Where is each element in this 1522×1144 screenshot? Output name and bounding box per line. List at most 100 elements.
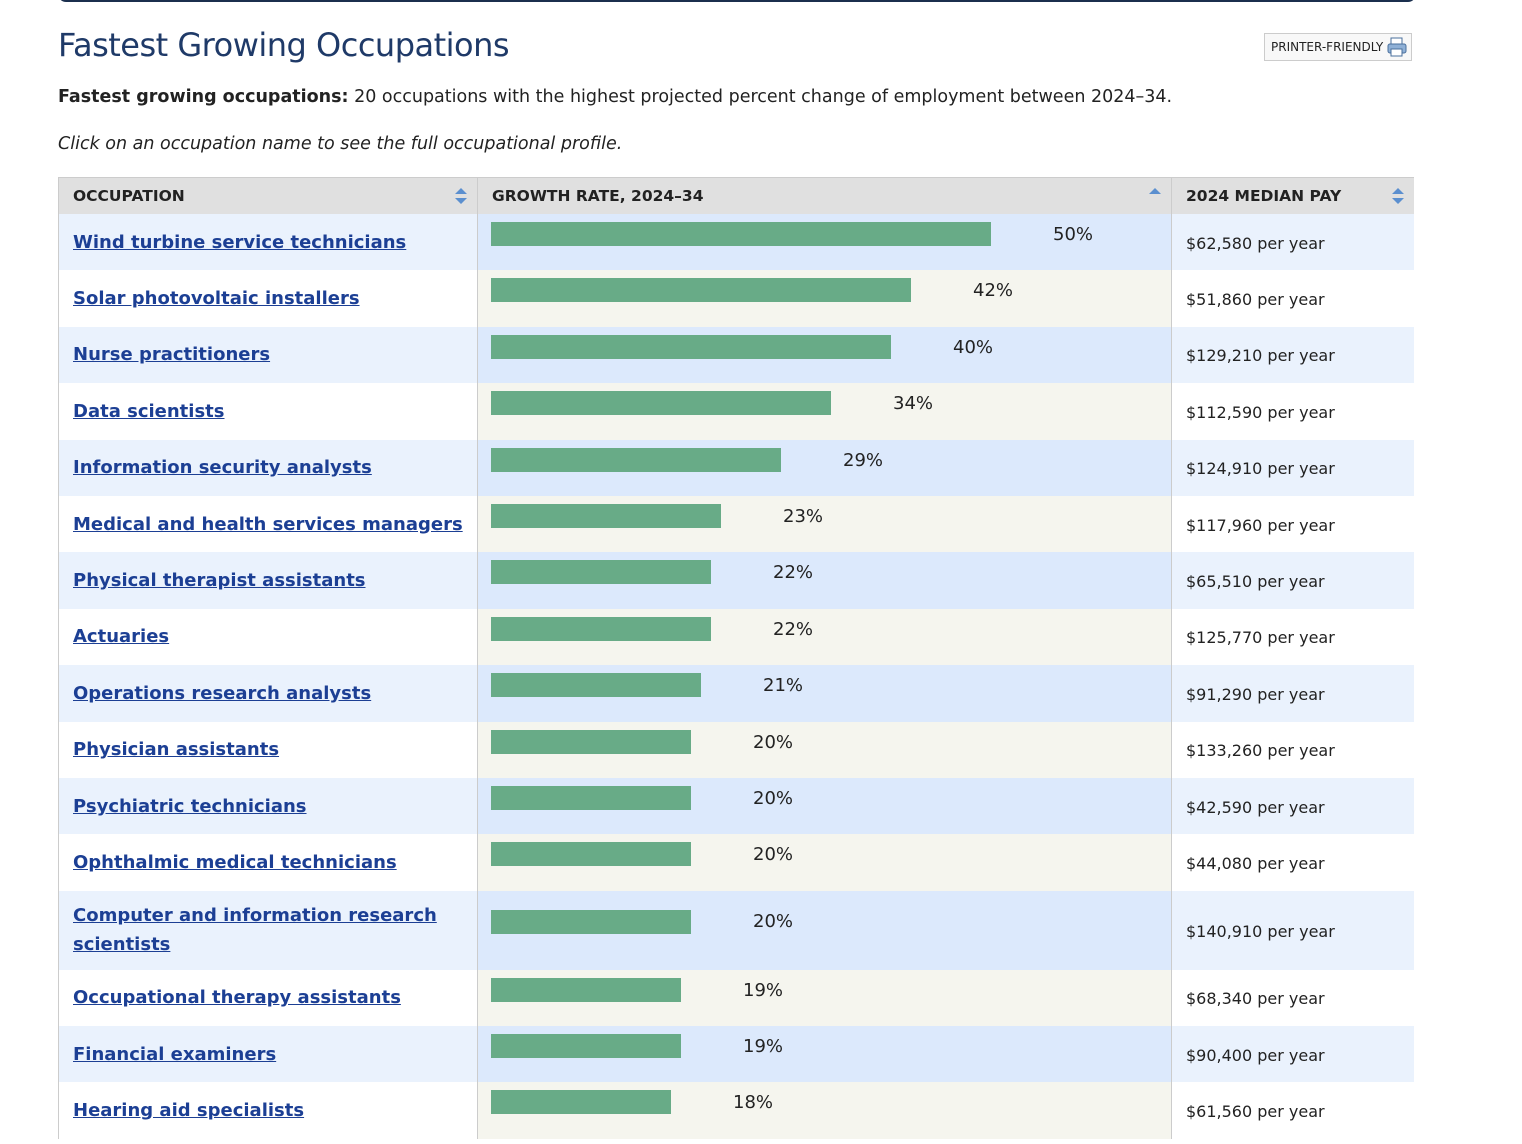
pay-cell: $42,590 per year	[1171, 777, 1414, 835]
hint: Click on an occupation name to see the f…	[58, 134, 623, 154]
column-header[interactable]: OCCUPATION	[58, 177, 478, 214]
column-header[interactable]: 2024 MEDIAN PAY	[1171, 177, 1414, 214]
growth-cell: 18%	[477, 1082, 1172, 1139]
growth-bar	[491, 503, 721, 528]
pay-cell: $129,210 per year	[1171, 326, 1414, 384]
growth-label: 22%	[772, 562, 814, 584]
table-row: Operations research analysts 21% $91,290 p…	[58, 665, 1414, 722]
occupation-cell: Solar photovoltaic installers	[58, 270, 478, 327]
pay-cell: $90,400 per year	[1171, 1026, 1414, 1083]
growth-cell: 42%	[477, 270, 1172, 327]
occupation-link[interactable]: Data scientists	[73, 400, 225, 422]
sort-icon	[1391, 188, 1404, 204]
table-row: Solar photovoltaic installers 42% $51,860 …	[58, 270, 1414, 327]
table-body: Wind turbine service technicians 50% $62,5…	[58, 214, 1414, 1139]
growth-cell: 22%	[477, 552, 1172, 609]
growth-label: 20%	[752, 731, 794, 753]
growth-cell: 34%	[477, 383, 1172, 440]
growth-cell: 19%	[477, 969, 1172, 1027]
growth-cell: 19%	[477, 1026, 1172, 1083]
occupation-link[interactable]: Medical and health services managers	[73, 513, 463, 535]
sort-icon	[1149, 188, 1161, 194]
growth-label: 21%	[762, 675, 804, 697]
growth-cell: 40%	[477, 326, 1172, 384]
printer-friendly-button[interactable]: PRINTER-FRIENDLY	[1264, 33, 1412, 61]
occupations-table: OCCUPATION GROWTH RATE, 2024–34 2024 MED…	[58, 177, 1414, 1139]
growth-cell: 20%	[477, 834, 1172, 891]
occupation-cell: Occupational therapy assistants	[58, 969, 478, 1027]
growth-label: 23%	[782, 505, 824, 527]
growth-cell: 29%	[477, 439, 1172, 496]
growth-label: 20%	[752, 787, 794, 809]
growth-cell: 22%	[477, 608, 1172, 666]
occupation-cell: Actuaries	[58, 608, 478, 666]
growth-bar	[491, 1090, 671, 1115]
growth-bar	[491, 222, 991, 246]
occupation-cell: Data scientists	[58, 383, 478, 440]
occupation-link[interactable]: Actuaries	[73, 626, 170, 648]
table-row: Nurse practitioners 40% $129,210 per year	[58, 326, 1414, 384]
growth-bar	[491, 1034, 681, 1059]
growth-cell: 20%	[477, 777, 1172, 835]
growth-label: 19%	[742, 979, 784, 1001]
occupation-link[interactable]: Financial examiners	[73, 1043, 277, 1065]
intro: Fastest growing occupations: 20 occupati…	[58, 87, 1172, 107]
occupation-cell: Financial examiners	[58, 1026, 478, 1083]
growth-cell: 23%	[477, 495, 1172, 553]
growth-cell: 20%	[477, 721, 1172, 778]
table-row: Medical and health services managers 23% $…	[58, 495, 1414, 553]
table-row: Computer and information research scient…	[58, 890, 1414, 970]
occupation-link[interactable]: Psychiatric technicians	[73, 795, 307, 817]
table-row: Actuaries 22% $125,770 per year	[58, 608, 1414, 666]
growth-bar	[491, 785, 691, 810]
table-row: Information security analysts 29% $124,910…	[58, 439, 1414, 496]
growth-label: 29%	[842, 449, 884, 471]
occupation-link[interactable]: Information security analysts	[73, 457, 372, 479]
pay-cell: $112,590 per year	[1171, 383, 1414, 440]
pay-cell: $125,770 per year	[1171, 608, 1414, 666]
column-title: OCCUPATION	[73, 187, 185, 205]
occupation-link[interactable]: Wind turbine service technicians	[73, 231, 407, 253]
column-title: 2024 MEDIAN PAY	[1186, 187, 1342, 205]
occupation-link[interactable]: Operations research analysts	[73, 682, 372, 704]
occupation-cell: Medical and health services managers	[58, 495, 478, 553]
pay-cell: $44,080 per year	[1171, 834, 1414, 891]
occupation-link[interactable]: Nurse practitioners	[73, 344, 271, 366]
growth-label: 42%	[972, 280, 1014, 302]
table-row: Financial examiners 19% $90,400 per year	[58, 1026, 1414, 1083]
occupation-link[interactable]: Solar photovoltaic installers	[73, 288, 360, 310]
page-title: Fastest Growing Occupations	[58, 26, 510, 64]
pay-cell: $91,290 per year	[1171, 665, 1414, 722]
growth-label: 20%	[752, 910, 794, 932]
occupation-cell: Physician assistants	[58, 721, 478, 778]
growth-label: 22%	[772, 618, 814, 640]
intro-text: 20 occupations with the highest projecte…	[348, 87, 1173, 107]
occupation-link[interactable]: Computer and information research scient…	[73, 905, 437, 956]
occupation-link[interactable]: Physical therapist assistants	[73, 570, 366, 592]
pay-cell: $68,340 per year	[1171, 969, 1414, 1027]
growth-bar	[491, 278, 911, 303]
occupation-link[interactable]: Ophthalmic medical technicians	[73, 851, 397, 873]
occupation-cell: Operations research analysts	[58, 665, 478, 722]
column-title: GROWTH RATE, 2024–34	[492, 187, 704, 205]
growth-bar	[491, 977, 681, 1002]
growth-bar	[491, 334, 891, 359]
growth-label: 50%	[1052, 224, 1094, 245]
pay-cell: $61,560 per year	[1171, 1082, 1414, 1139]
sort-icon	[455, 188, 467, 204]
pay-cell: $65,510 per year	[1171, 552, 1414, 609]
pay-cell: $62,580 per year	[1171, 214, 1414, 271]
growth-label: 18%	[732, 1092, 774, 1114]
occupation-link[interactable]: Physician assistants	[73, 739, 280, 761]
growth-label: 34%	[892, 393, 934, 415]
occupation-link[interactable]: Hearing aid specialists	[73, 1100, 305, 1122]
growth-cell: 21%	[477, 665, 1172, 722]
column-header[interactable]: GROWTH RATE, 2024–34	[477, 177, 1172, 214]
occupation-cell: Psychiatric technicians	[58, 777, 478, 835]
intro-lead: Fastest growing occupations:	[58, 87, 349, 107]
table-row: Psychiatric technicians 20% $42,590 per ye…	[58, 777, 1414, 835]
growth-bar	[491, 616, 711, 641]
occupation-cell: Hearing aid specialists	[58, 1082, 478, 1139]
growth-label: 19%	[742, 1036, 784, 1058]
occupation-link[interactable]: Occupational therapy assistants	[73, 987, 401, 1009]
